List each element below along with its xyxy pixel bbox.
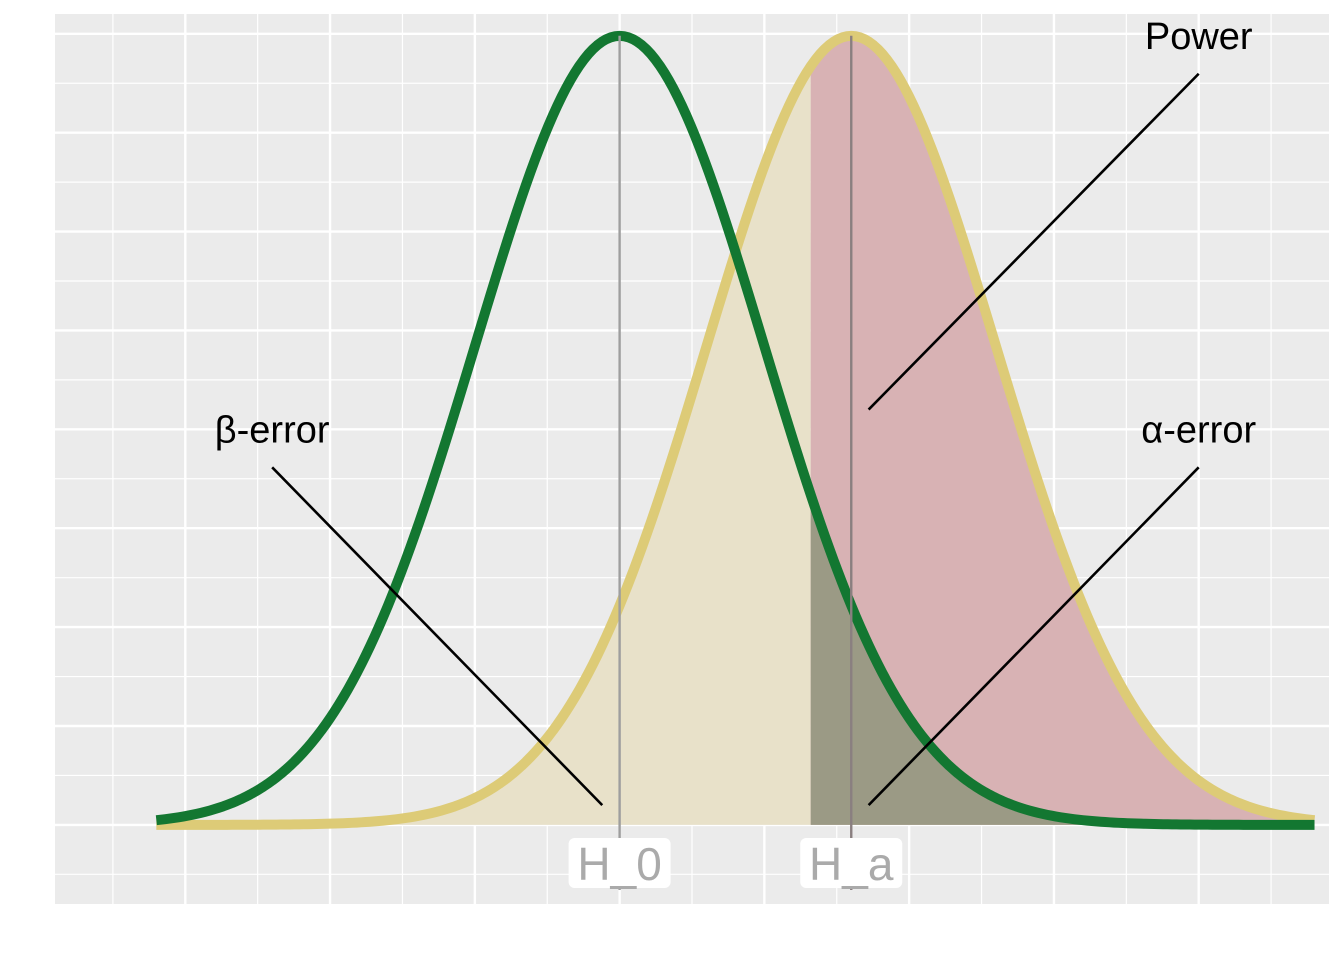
density-curves (155, 30, 1316, 830)
power-region (810, 35, 1315, 825)
hypothesis-labels: H_0 H_a (568, 838, 903, 890)
shaded-regions (156, 35, 1315, 825)
hypothesis-label-box (568, 838, 671, 888)
annotation-label-error: α-error (1141, 409, 1256, 451)
annotation-label-error: β-error (215, 409, 330, 451)
hypothesis-lines (618, 35, 853, 890)
hypothesis-label-box (800, 838, 903, 888)
hypothesis-label-alternative: H_a (809, 838, 894, 890)
beta-region (156, 66, 811, 825)
annotation-line-error (867, 466, 1200, 807)
annotation-label-power: Power (1145, 16, 1253, 58)
annotation-line-power (867, 72, 1200, 411)
annotations: Power β-error α-error (215, 16, 1256, 807)
null-density-curve (155, 30, 1316, 830)
hypothesis-label-null: H_0 (577, 838, 661, 890)
alpha-region (810, 494, 1315, 825)
annotation-line-error (271, 466, 604, 807)
